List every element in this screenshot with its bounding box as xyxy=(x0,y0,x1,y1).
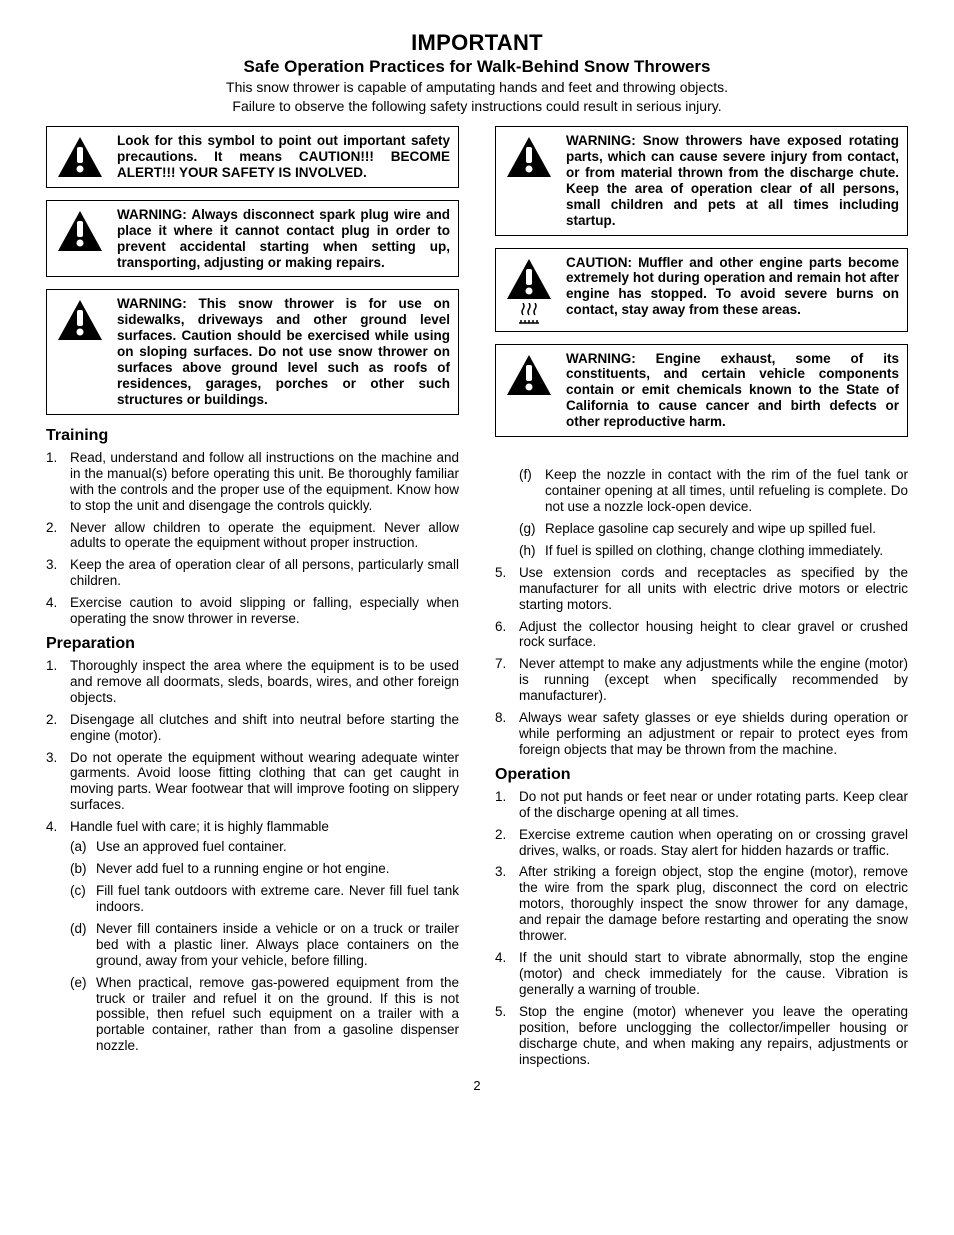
preparation-sublist: (a)Use an approved fuel container. (b)Ne… xyxy=(70,839,459,1054)
title: IMPORTANT xyxy=(46,30,908,56)
warning-icon xyxy=(53,133,107,179)
list-item: (d)Never fill containers inside a vehicl… xyxy=(70,921,459,969)
list-item: 4.Exercise caution to avoid slipping or … xyxy=(46,595,459,627)
training-heading: Training xyxy=(46,427,459,446)
list-item: (b)Never add fuel to a running engine or… xyxy=(70,861,459,877)
warning-icon xyxy=(53,207,107,253)
warning-box: WARNING: Snow throwers have exposed rota… xyxy=(495,126,908,236)
warning-icon xyxy=(53,296,107,342)
columns: Look for this symbol to point out import… xyxy=(46,126,908,1074)
warning-icon xyxy=(502,255,556,325)
list-item: (e)When practical, remove gas-powered eq… xyxy=(70,975,459,1055)
warning-text: WARNING: Always disconnect spark plug wi… xyxy=(117,207,450,271)
training-list: 1.Read, understand and follow all instru… xyxy=(46,450,459,627)
left-column: Look for this symbol to point out import… xyxy=(46,126,459,1074)
page-number: 2 xyxy=(46,1078,908,1093)
warning-box: Look for this symbol to point out import… xyxy=(46,126,459,188)
intro-line2: Failure to observe the following safety … xyxy=(46,98,908,115)
list-item: 4.If the unit should start to vibrate ab… xyxy=(495,950,908,998)
subtitle: Safe Operation Practices for Walk-Behind… xyxy=(46,57,908,77)
list-item: 5.Stop the engine (motor) whenever you l… xyxy=(495,1004,908,1068)
list-item: 7.Never attempt to make any adjustments … xyxy=(495,656,908,704)
list-item: 8.Always wear safety glasses or eye shie… xyxy=(495,710,908,758)
list-item: 1.Do not put hands or feet near or under… xyxy=(495,789,908,821)
list-item: 4. Handle fuel with care; it is highly f… xyxy=(46,819,459,1060)
header: IMPORTANT Safe Operation Practices for W… xyxy=(46,30,908,114)
warning-icon xyxy=(502,133,556,179)
warning-text: WARNING: This snow thrower is for use on… xyxy=(117,296,450,407)
list-item: 2.Never allow children to operate the eq… xyxy=(46,520,459,552)
preparation-list-cont: 5.Use extension cords and receptacles as… xyxy=(495,565,908,758)
warning-text: CAUTION: Muffler and other engine parts … xyxy=(566,255,899,319)
operation-heading: Operation xyxy=(495,766,908,785)
list-item: (h)If fuel is spilled on clothing, chang… xyxy=(519,543,908,559)
preparation-list: 1.Thoroughly inspect the area where the … xyxy=(46,658,459,1060)
list-item: (c)Fill fuel tank outdoors with extreme … xyxy=(70,883,459,915)
intro-line1: This snow thrower is capable of amputati… xyxy=(46,79,908,96)
operation-list: 1.Do not put hands or feet near or under… xyxy=(495,789,908,1068)
list-item: 2. Exercise extreme caution when operati… xyxy=(495,827,908,859)
warning-box: WARNING: Engine exhaust, some of its con… xyxy=(495,344,908,438)
warning-text: WARNING: Engine exhaust, some of its con… xyxy=(566,351,899,431)
warning-box: CAUTION: Muffler and other engine parts … xyxy=(495,248,908,332)
list-item: 1.Thoroughly inspect the area where the … xyxy=(46,658,459,706)
warning-box: WARNING: This snow thrower is for use on… xyxy=(46,289,459,414)
right-column: WARNING: Snow throwers have exposed rota… xyxy=(495,126,908,1074)
list-item: 2.Disengage all clutches and shift into … xyxy=(46,712,459,744)
list-item: (g)Replace gasoline cap securely and wip… xyxy=(519,521,908,537)
list-item: 1.Read, understand and follow all instru… xyxy=(46,450,459,514)
list-item: (a)Use an approved fuel container. xyxy=(70,839,459,855)
list-item: 3.Keep the area of operation clear of al… xyxy=(46,557,459,589)
hot-surface-icon xyxy=(515,303,543,325)
warning-box: WARNING: Always disconnect spark plug wi… xyxy=(46,200,459,278)
warning-text: WARNING: Snow throwers have exposed rota… xyxy=(566,133,899,229)
list-item: 6.Adjust the collector housing height to… xyxy=(495,619,908,651)
list-item: 3.After striking a foreign object, stop … xyxy=(495,864,908,944)
list-item: (f)Keep the nozzle in contact with the r… xyxy=(519,467,908,515)
preparation-heading: Preparation xyxy=(46,635,459,654)
list-item: 3.Do not operate the equipment without w… xyxy=(46,750,459,814)
preparation-sublist-cont: (f)Keep the nozzle in contact with the r… xyxy=(495,467,908,559)
warning-text: Look for this symbol to point out import… xyxy=(117,133,450,181)
list-item: 5.Use extension cords and receptacles as… xyxy=(495,565,908,613)
warning-icon xyxy=(502,351,556,397)
